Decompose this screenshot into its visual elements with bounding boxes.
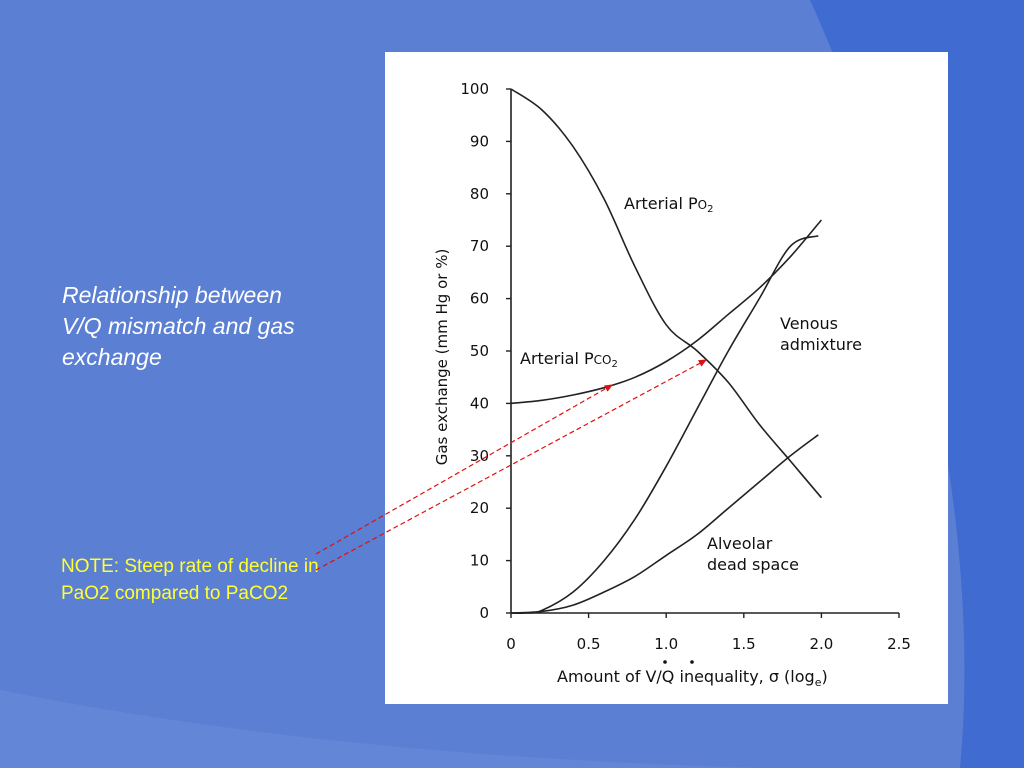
x-tick-label: 2.0 [809, 635, 833, 653]
vq-dots [663, 660, 694, 664]
x-axis-label-vq: V/Q [645, 667, 674, 686]
y-tick-label: 20 [470, 499, 489, 517]
x-tick-label: 1.5 [732, 635, 756, 653]
y-tick-label: 90 [470, 132, 489, 150]
curve-arterial-po2 [510, 88, 823, 499]
x-axis-label: Amount of V/Q inequality, σ (loge) [557, 667, 828, 689]
label-arterial-po2: Arterial PO2 [624, 194, 713, 215]
y-tick-label: 80 [470, 185, 489, 203]
label-venous-admixture-line1: Venous [780, 314, 838, 333]
x-tick-label: 1.0 [654, 635, 678, 653]
y-tick-label: 10 [470, 552, 489, 570]
y-tick-label: 30 [470, 447, 489, 465]
label-arterial-po2-main: Arterial P [624, 194, 698, 213]
label-venous-admixture: Venous admixture [780, 314, 862, 354]
x-axis-label-sub: e [815, 676, 822, 689]
y-tick-label: 70 [470, 237, 489, 255]
x-axis-label-close: ) [821, 667, 827, 686]
curve-labels: Arterial PO2 Arterial PCO2 Venous admixt… [520, 194, 862, 574]
y-tick-label: 100 [460, 80, 489, 98]
v-dot [663, 660, 667, 664]
y-tick-label: 0 [479, 604, 489, 622]
x-tick-label: 0.5 [577, 635, 601, 653]
curve-arterial-pco2 [510, 219, 823, 405]
x-axis-label-suffix: inequality, σ (log [674, 667, 814, 686]
label-alveolar-dead-space-line2: dead space [707, 555, 799, 574]
q-dot [690, 660, 694, 664]
curve-alveolar-dead-space [510, 434, 819, 614]
label-arterial-po2-sub: O [698, 198, 707, 212]
label-arterial-pco2: Arterial PCO2 [520, 349, 618, 370]
label-arterial-po2-sub2: 2 [707, 204, 713, 215]
chart-panel: 0 10 20 30 40 50 60 70 80 90 100 0 0.5 1.0 1.5 2.0 2.5 A… [385, 52, 948, 704]
label-alveolar-dead-space-line1: Alveolar [707, 534, 773, 553]
label-alveolar-dead-space: Alveolar dead space [707, 534, 799, 574]
label-arterial-pco2-sub: CO [594, 353, 612, 367]
label-arterial-pco2-main: Arterial P [520, 349, 594, 368]
label-arterial-pco2-sub2: 2 [611, 359, 617, 370]
y-tick-label: 40 [470, 394, 489, 412]
x-tick-label: 2.5 [887, 635, 911, 653]
slide-title: Relationship between V/Q mismatch and ga… [62, 282, 295, 370]
x-tick-label: 0 [506, 635, 516, 653]
y-tick-label: 50 [470, 342, 489, 360]
gas-exchange-chart: 0 10 20 30 40 50 60 70 80 90 100 0 0.5 1.0 1.5 2.0 2.5 A… [433, 80, 911, 689]
y-axis-label: Gas exchange (mm Hg or %) [433, 249, 451, 466]
y-tick-label: 60 [470, 290, 489, 308]
x-axis-label-prefix: Amount of [557, 667, 645, 686]
label-venous-admixture-line2: admixture [780, 335, 862, 354]
note-text: NOTE: Steep rate of decline in PaO2 comp… [61, 556, 319, 604]
